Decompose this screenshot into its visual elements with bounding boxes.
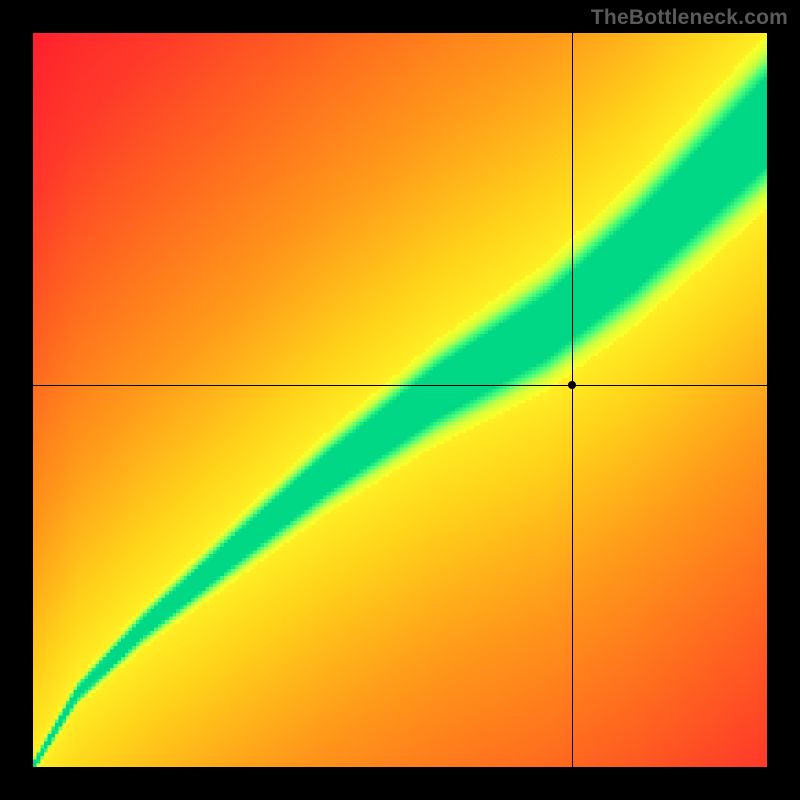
heatmap-canvas — [33, 33, 767, 767]
crosshair-horizontal — [33, 385, 767, 386]
crosshair-dot — [568, 381, 576, 389]
watermark-text: TheBottleneck.com — [591, 6, 788, 30]
plot-area — [33, 33, 767, 767]
chart-stage: TheBottleneck.com — [0, 0, 800, 800]
crosshair-vertical — [572, 33, 573, 767]
